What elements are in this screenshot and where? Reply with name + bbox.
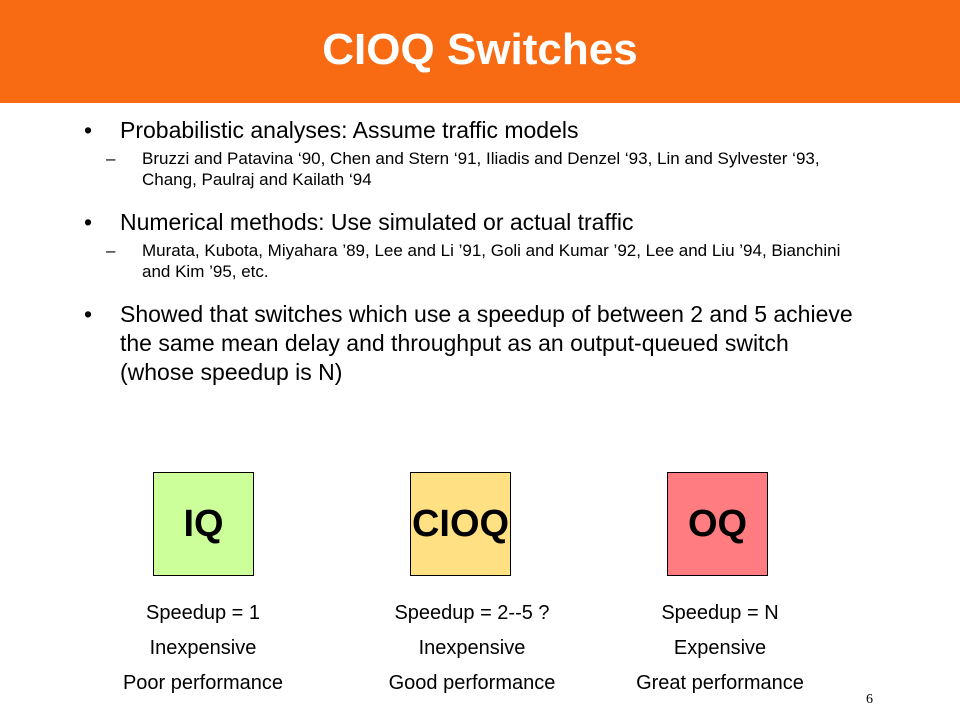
cioq-performance: Good performance bbox=[388, 672, 556, 694]
cioq-speedup: Speedup = 2--5 ? bbox=[394, 602, 550, 624]
oq-box: OQ bbox=[667, 472, 768, 576]
bullet-text: Numerical methods: Use simulated or actu… bbox=[120, 209, 634, 235]
bullet-list: • Probabilistic analyses: Assume traffic… bbox=[84, 116, 864, 387]
iq-speedup: Speedup = 1 bbox=[146, 602, 260, 624]
bullet-item: • Showed that switches which use a speed… bbox=[84, 300, 864, 387]
sub-bullet-dash: – bbox=[106, 149, 116, 168]
page-number: 6 bbox=[866, 692, 873, 707]
oq-performance: Great performance bbox=[636, 672, 804, 694]
sub-bullet-item: – Bruzzi and Patavina ‘90, Chen and Ster… bbox=[106, 148, 864, 190]
title-bar bbox=[0, 0, 960, 103]
bullet-dot: • bbox=[84, 209, 93, 235]
oq-cost: Expensive bbox=[673, 637, 767, 659]
cioq-cost: Inexpensive bbox=[418, 637, 526, 659]
sub-bullet-text: Murata, Kubota, Miyahara ’89, Lee and Li… bbox=[142, 241, 841, 281]
sub-bullet-text: Bruzzi and Patavina ‘90, Chen and Stern … bbox=[142, 149, 820, 189]
bullet-dot: • bbox=[84, 301, 93, 327]
slide-title: CIOQ Switches bbox=[322, 25, 638, 74]
iq-performance: Poor performance bbox=[122, 672, 284, 694]
bullet-text: Showed that switches which use a speedup… bbox=[120, 301, 853, 385]
bullet-text: Probabilistic analyses: Assume traffic m… bbox=[120, 117, 579, 143]
bullet-item: • Probabilistic analyses: Assume traffic… bbox=[84, 116, 864, 145]
iq-cost: Inexpensive bbox=[149, 637, 257, 659]
bullet-dot: • bbox=[84, 117, 93, 143]
oq-speedup: Speedup = N bbox=[661, 602, 779, 624]
sub-bullet-item: – Murata, Kubota, Miyahara ’89, Lee and … bbox=[106, 240, 864, 282]
iq-box: IQ bbox=[153, 472, 254, 576]
bullet-item: • Numerical methods: Use simulated or ac… bbox=[84, 208, 864, 237]
sub-bullet-dash: – bbox=[106, 241, 116, 260]
cioq-box: CIOQ bbox=[410, 472, 511, 576]
